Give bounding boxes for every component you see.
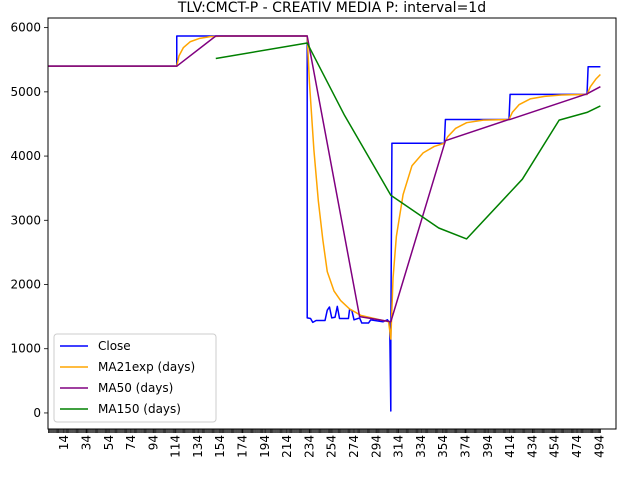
x-tick-label: 74	[124, 435, 138, 450]
x-tick-label: 154	[213, 435, 227, 458]
x-tick-label: 494	[592, 435, 606, 458]
x-tick-label: 94	[146, 435, 160, 450]
x-tick-label: 474	[570, 435, 584, 458]
x-tick-label: 234	[302, 435, 316, 458]
y-tick-label: 2000	[10, 278, 41, 292]
x-tick-label: 34	[79, 435, 93, 450]
series-line-3	[215, 42, 601, 240]
legend-label: Close	[98, 339, 131, 353]
y-tick-label: 5000	[10, 85, 41, 99]
axis-ticks: 14 34 54 74 94 114 134 154 174 194 214 234 254 274 294…	[10, 21, 606, 458]
x-tick-label: 134	[191, 435, 205, 458]
legend-box	[53, 333, 217, 423]
x-tick-label: 194	[258, 435, 272, 458]
x-tick-label: 454	[548, 435, 562, 458]
x-tick-label: 334	[414, 435, 428, 458]
x-tick-label: 174	[236, 435, 250, 458]
y-tick-label: 6000	[10, 21, 41, 35]
x-tick-label: 374	[458, 435, 472, 458]
y-tick-label: 0	[33, 406, 41, 420]
series-line-2	[48, 35, 601, 323]
x-tick-label: 254	[325, 435, 339, 458]
series-line-0	[48, 35, 601, 412]
x-tick-label: 14	[57, 435, 71, 450]
x-tick-label: 294	[369, 435, 383, 458]
x-tick-label: 314	[392, 435, 406, 458]
x-tick-label: 214	[280, 435, 294, 458]
x-tick-label: 114	[169, 435, 183, 458]
x-tick-label: 354	[436, 435, 450, 458]
x-tick-label: 414	[503, 435, 517, 458]
x-minor-ticks	[48, 429, 601, 433]
legend-label: MA21exp (days)	[98, 360, 195, 374]
x-tick-label: 434	[525, 435, 539, 458]
chart-title: TLV:CMCT-P - CREATIV MEDIA P: interval=1…	[177, 0, 486, 16]
y-tick-label: 4000	[10, 149, 41, 163]
series-line-1	[48, 35, 601, 340]
x-tick-label: 394	[481, 435, 495, 458]
y-tick-label: 1000	[10, 342, 41, 356]
series-lines	[48, 35, 601, 412]
y-tick-label: 3000	[10, 213, 41, 227]
legend-label: MA150 (days)	[98, 402, 181, 416]
x-tick-label: 54	[102, 435, 116, 450]
legend: Close MA21exp (days) MA50 (days) MA150 (day…	[53, 333, 217, 423]
x-tick-label: 274	[347, 435, 361, 458]
legend-label: MA50 (days)	[98, 381, 173, 395]
